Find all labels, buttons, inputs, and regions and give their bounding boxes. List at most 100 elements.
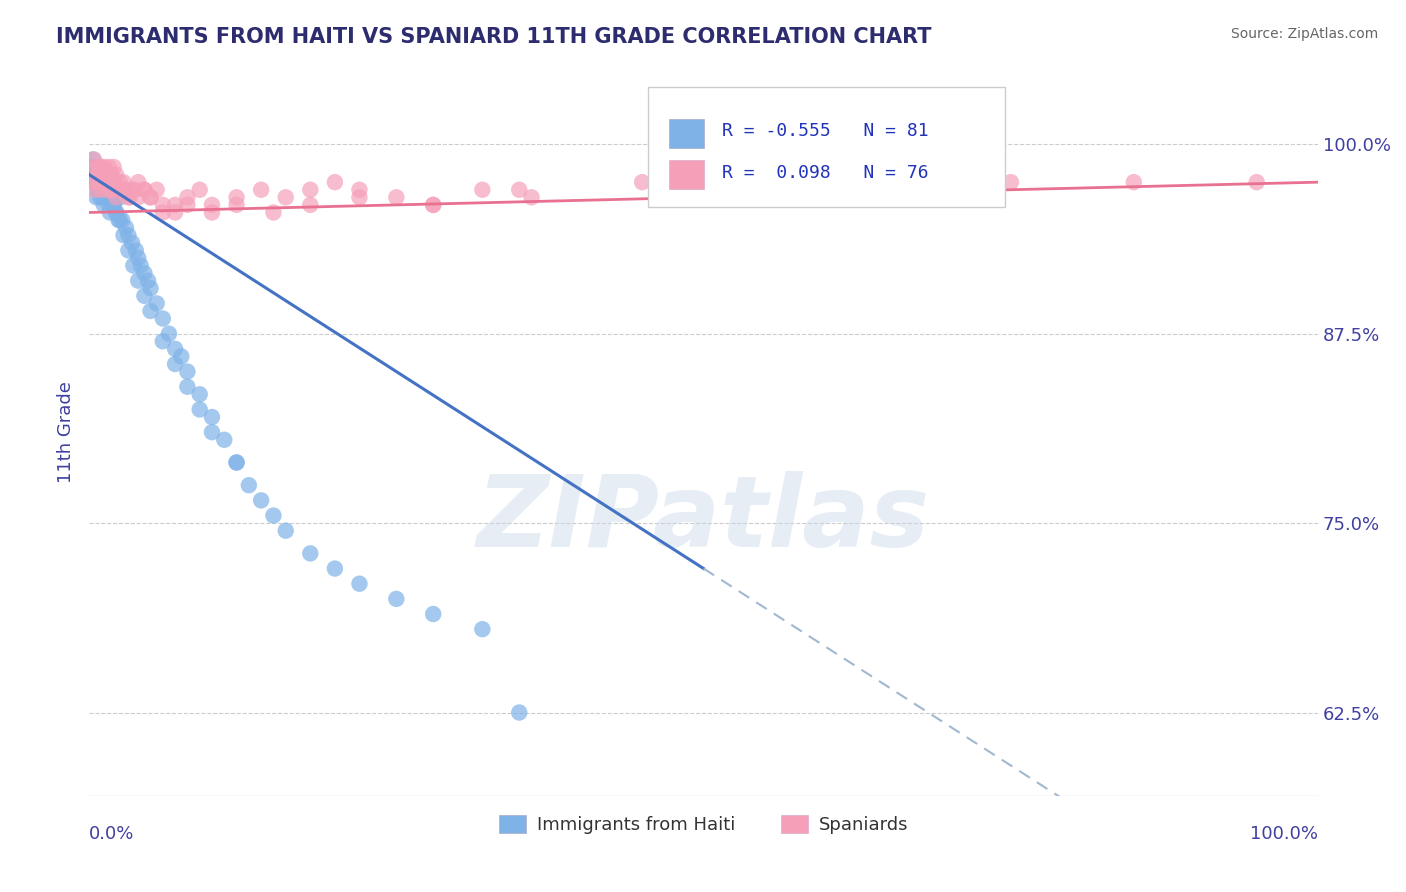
Point — [127, 251, 149, 265]
Point — [90, 183, 112, 197]
Point — [86, 168, 108, 182]
Point — [91, 168, 114, 182]
Point — [754, 175, 776, 189]
Point — [117, 228, 139, 243]
Point — [225, 198, 247, 212]
Point — [115, 183, 138, 197]
Point — [250, 493, 273, 508]
Text: 100.0%: 100.0% — [1250, 825, 1319, 843]
FancyBboxPatch shape — [669, 161, 703, 189]
Point — [91, 183, 114, 197]
Point — [87, 175, 110, 189]
Point — [89, 183, 111, 197]
Point — [157, 326, 180, 341]
Point — [520, 190, 543, 204]
Point — [103, 198, 125, 212]
Point — [105, 168, 128, 182]
Text: 0.0%: 0.0% — [89, 825, 135, 843]
Point — [105, 205, 128, 219]
Point — [91, 190, 114, 204]
Point — [225, 190, 247, 204]
Point — [250, 183, 273, 197]
Point — [93, 160, 115, 174]
Point — [103, 160, 125, 174]
Point — [112, 183, 135, 197]
Point — [83, 160, 105, 174]
Point — [508, 706, 530, 720]
Point — [108, 175, 131, 189]
Point — [877, 175, 900, 189]
Point — [117, 244, 139, 258]
Point — [201, 410, 224, 425]
Point — [188, 387, 211, 401]
Point — [96, 175, 118, 189]
Point — [97, 198, 120, 212]
Point — [103, 183, 125, 197]
Point — [121, 235, 143, 250]
Point — [97, 175, 120, 189]
Point — [96, 183, 118, 197]
FancyBboxPatch shape — [648, 87, 1005, 207]
Y-axis label: 11th Grade: 11th Grade — [58, 381, 75, 483]
Point — [152, 311, 174, 326]
Point — [100, 168, 122, 182]
Point — [86, 175, 108, 189]
Point — [94, 183, 117, 197]
Text: Source: ZipAtlas.com: Source: ZipAtlas.com — [1230, 27, 1378, 41]
Point — [176, 380, 198, 394]
Point — [225, 455, 247, 469]
Point — [82, 160, 104, 174]
Point — [1246, 175, 1268, 189]
Point — [145, 183, 167, 197]
Point — [1000, 175, 1022, 189]
Text: R =  0.098   N = 76: R = 0.098 N = 76 — [723, 163, 929, 182]
Point — [422, 607, 444, 621]
Point — [134, 289, 156, 303]
Point — [98, 205, 121, 219]
Legend: Immigrants from Haiti, Spaniards: Immigrants from Haiti, Spaniards — [492, 807, 915, 841]
Point — [127, 175, 149, 189]
Point — [105, 190, 128, 204]
Point — [299, 183, 322, 197]
Point — [471, 622, 494, 636]
Point — [176, 365, 198, 379]
Point — [86, 160, 108, 174]
Point — [98, 183, 121, 197]
Point — [82, 175, 104, 189]
Point — [117, 190, 139, 204]
FancyBboxPatch shape — [669, 119, 703, 148]
Point — [139, 190, 162, 204]
Point — [1122, 175, 1144, 189]
Point — [262, 508, 284, 523]
Point — [349, 183, 371, 197]
Point — [152, 198, 174, 212]
Point — [84, 183, 107, 197]
Point — [274, 524, 297, 538]
Point — [201, 198, 224, 212]
Point — [139, 190, 162, 204]
Point — [89, 175, 111, 189]
Point — [87, 168, 110, 182]
Point — [89, 190, 111, 204]
Point — [87, 160, 110, 174]
Point — [385, 591, 408, 606]
Text: R = -0.555   N = 81: R = -0.555 N = 81 — [723, 122, 929, 140]
Point — [90, 160, 112, 174]
Point — [93, 175, 115, 189]
Point — [134, 183, 156, 197]
Point — [93, 198, 115, 212]
Point — [122, 183, 145, 197]
Point — [84, 168, 107, 182]
Point — [139, 281, 162, 295]
Point — [349, 576, 371, 591]
Point — [111, 213, 134, 227]
Point — [90, 175, 112, 189]
Point — [134, 183, 156, 197]
Point — [86, 183, 108, 197]
Point — [422, 198, 444, 212]
Point — [97, 190, 120, 204]
Point — [139, 304, 162, 318]
Point — [188, 183, 211, 197]
Point — [136, 274, 159, 288]
Point — [188, 402, 211, 417]
